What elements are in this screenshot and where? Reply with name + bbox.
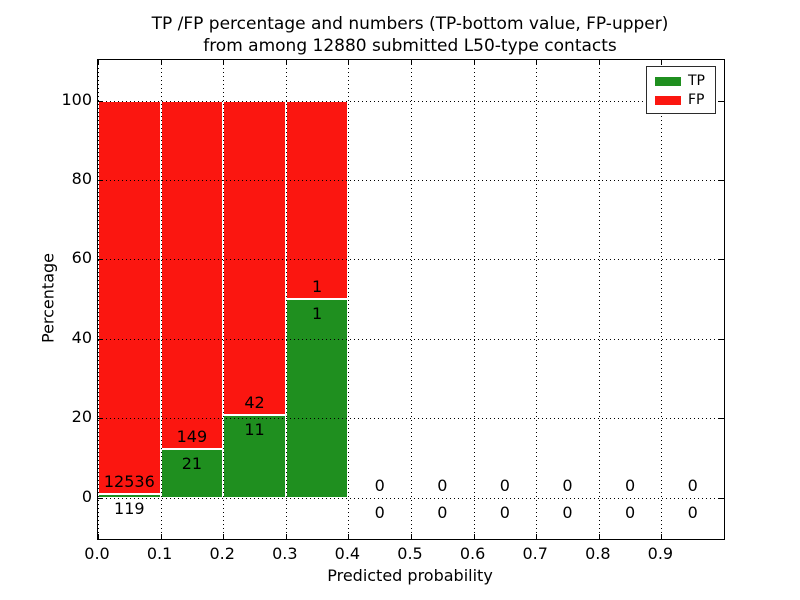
x-tick bbox=[661, 534, 663, 539]
tp-bar bbox=[285, 299, 349, 498]
x-tick-top bbox=[598, 60, 600, 65]
v-gridline bbox=[661, 60, 663, 539]
tp-count-label: 1 bbox=[312, 304, 323, 324]
legend-entry: FP bbox=[647, 91, 715, 110]
v-gridline bbox=[98, 60, 99, 539]
x-tick bbox=[223, 534, 225, 539]
y-tick-label: 80 bbox=[71, 168, 92, 188]
fp-legend-swatch bbox=[655, 96, 681, 105]
x-tick-label: 0.1 bbox=[146, 544, 173, 563]
x-tick-label: 0.6 bbox=[459, 544, 486, 563]
x-tick bbox=[536, 534, 538, 539]
fp-count-label: 0 bbox=[374, 475, 385, 495]
fp-count-label: 0 bbox=[437, 475, 448, 495]
fp-count-label: 149 bbox=[176, 426, 208, 446]
x-tick-top bbox=[661, 60, 663, 65]
x-tick-label: 0.0 bbox=[84, 544, 110, 563]
y-tick-right bbox=[719, 179, 724, 181]
y-axis-label: Percentage bbox=[38, 252, 58, 344]
y-tick bbox=[98, 259, 103, 261]
y-tick-label: 100 bbox=[61, 89, 92, 109]
tp-count-label: 0 bbox=[374, 502, 385, 522]
v-gridline bbox=[285, 60, 287, 539]
fp-count-label: 42 bbox=[244, 393, 265, 413]
y-tick-label: 60 bbox=[71, 248, 92, 268]
fp-bar bbox=[285, 100, 349, 300]
tp-count-label: 0 bbox=[687, 502, 698, 522]
tp-count-label: 11 bbox=[244, 420, 265, 440]
legend-entry: TP bbox=[647, 72, 715, 91]
y-tick-label: 20 bbox=[71, 407, 92, 427]
x-tick-top bbox=[348, 60, 350, 65]
x-tick-top bbox=[98, 60, 99, 65]
legend-entry-label: TP bbox=[688, 73, 705, 89]
x-tick bbox=[598, 534, 600, 539]
y-tick-right bbox=[719, 338, 724, 340]
x-tick-top bbox=[285, 60, 287, 65]
y-tick-right bbox=[719, 100, 724, 102]
fp-count-label: 0 bbox=[562, 475, 573, 495]
y-tick-right bbox=[719, 418, 724, 420]
x-tick-label: 0.4 bbox=[334, 544, 361, 563]
tp-legend-swatch bbox=[655, 77, 681, 86]
fp-count-label: 0 bbox=[499, 475, 510, 495]
y-tick-label: 40 bbox=[71, 327, 92, 347]
legend-entry-label: FP bbox=[688, 92, 705, 108]
chart-title-line2: from among 12880 submitted L50-type cont… bbox=[203, 36, 617, 56]
x-tick bbox=[98, 534, 99, 539]
v-gridline bbox=[348, 60, 350, 539]
tp-count-label: 21 bbox=[181, 453, 203, 473]
y-tick bbox=[98, 497, 103, 499]
fp-bar bbox=[160, 100, 224, 449]
tp-bar bbox=[160, 448, 224, 498]
x-tick bbox=[348, 534, 350, 539]
v-gridline bbox=[160, 60, 162, 539]
x-tick-label: 0.5 bbox=[397, 544, 423, 563]
x-tick bbox=[411, 534, 412, 539]
tp-count-label: 0 bbox=[437, 502, 448, 522]
fp-count-label: 0 bbox=[625, 475, 636, 495]
tp-count-label: 0 bbox=[499, 502, 510, 522]
v-gridline bbox=[536, 60, 538, 539]
y-tick-right bbox=[719, 497, 724, 499]
fp-bar bbox=[223, 100, 286, 416]
fp-bar bbox=[98, 100, 161, 494]
tp-count-label: 0 bbox=[562, 502, 573, 522]
x-tick-top bbox=[536, 60, 538, 65]
y-tick bbox=[98, 179, 103, 181]
tp-count-label: 119 bbox=[114, 498, 145, 518]
y-tick-label: 0 bbox=[81, 486, 92, 506]
v-gridline bbox=[598, 60, 600, 539]
x-tick-label: 0.3 bbox=[272, 544, 298, 563]
x-tick bbox=[160, 534, 162, 539]
v-gridline bbox=[473, 60, 475, 539]
fp-count-label: 1 bbox=[312, 277, 323, 297]
x-tick-top bbox=[473, 60, 475, 65]
v-gridline bbox=[223, 60, 225, 539]
x-tick-label: 0.8 bbox=[585, 544, 611, 563]
y-tick bbox=[98, 100, 103, 102]
x-tick-top bbox=[223, 60, 225, 65]
x-tick bbox=[285, 534, 287, 539]
fp-count-label: 12536 bbox=[103, 471, 155, 491]
plot-area: 12536 119 149 21 42 11 1 1 0 0 0 0 0 0 0 0 0 0 0 0 bbox=[97, 59, 725, 540]
y-tick-right bbox=[719, 259, 724, 261]
y-tick bbox=[98, 418, 103, 420]
v-gridline bbox=[411, 60, 412, 539]
x-tick-label: 0.7 bbox=[522, 544, 548, 563]
fp-count-label: 0 bbox=[687, 475, 698, 495]
x-tick-top bbox=[411, 60, 412, 65]
y-tick bbox=[98, 338, 103, 340]
x-tick-label: 0.2 bbox=[209, 544, 235, 563]
x-tick-label: 0.9 bbox=[647, 544, 674, 563]
x-axis-label: Predicted probability bbox=[327, 566, 493, 585]
x-tick-top bbox=[160, 60, 162, 65]
x-tick bbox=[473, 534, 475, 539]
legend: TP FP bbox=[646, 66, 716, 114]
tp-count-label: 0 bbox=[625, 502, 636, 522]
chart-title-line1: TP /FP percentage and numbers (TP-bottom… bbox=[151, 14, 669, 34]
